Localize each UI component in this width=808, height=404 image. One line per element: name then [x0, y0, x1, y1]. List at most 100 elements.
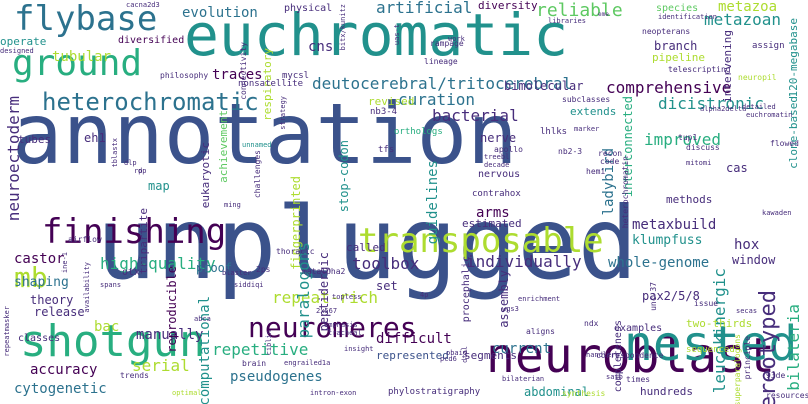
word-cns: cns: [308, 39, 334, 55]
word-ming: ming: [224, 201, 241, 209]
word-computational: computational: [197, 296, 213, 404]
word-ciblin: ciblin: [265, 330, 273, 356]
word-extends: extends: [570, 105, 617, 118]
word-map: map: [148, 179, 170, 193]
word-operate: operate: [0, 35, 47, 48]
word-repetitive: repetitive: [212, 340, 309, 359]
word-issue: issue: [694, 299, 719, 308]
word-superparalogons: superparalogons: [733, 334, 742, 404]
word-accuracy: accuracy: [30, 362, 98, 378]
word-metazoan-top: metazoa: [718, 0, 778, 15]
word-annotation: annotation: [12, 85, 518, 183]
word-diversified: diversified: [118, 35, 185, 46]
word-marker: marker: [574, 125, 600, 133]
word-designed: designed: [0, 47, 34, 55]
word-handlers: handlers: [586, 351, 620, 359]
word-artificial: artificial: [376, 0, 473, 17]
word-libraries: libraries: [548, 17, 586, 25]
word-nb2-3: nb2-3: [558, 147, 583, 156]
word-segments: segments: [464, 349, 517, 362]
word-shotgun: shotgun: [20, 316, 206, 367]
word-2ps: 2ps: [256, 265, 271, 274]
word-cytogenetic: cytogenetic: [14, 381, 107, 397]
word-guidelines: guidelines: [425, 160, 441, 245]
word-euchromatin: euchromatin: [746, 111, 793, 119]
word-improved: improved: [644, 130, 722, 149]
word-cacna2d3: cacna2d3: [126, 1, 160, 9]
word-toolbox: toolbox: [352, 254, 420, 273]
word-alpha2delta: alpha2delta: [700, 105, 747, 113]
word-hemi: hemi: [586, 167, 606, 176]
word-comprehensive: comprehensive: [606, 78, 732, 97]
word-satb: satb: [606, 373, 623, 381]
word-hox: hox: [734, 237, 760, 253]
word-brain: brain: [242, 359, 267, 368]
word-mycsl: mycsl: [282, 71, 310, 81]
word-set: set: [376, 279, 398, 293]
word-insight: insight: [344, 345, 374, 353]
word-lhlks: lhlks: [540, 127, 568, 137]
word-pipeline: pipeline: [652, 51, 705, 64]
word-optimal: optimal: [172, 389, 202, 397]
word-assembly: assembly: [497, 270, 511, 328]
word-nerve: nerve: [480, 131, 517, 145]
word-otx: otx: [122, 267, 141, 278]
word-individually: individually: [466, 252, 582, 271]
word-wgs3: wgs3: [502, 305, 519, 313]
word-proof: proof: [196, 261, 233, 275]
word-whole-genome: whole-genome: [608, 255, 710, 271]
word-dicistronic: dicistronic: [658, 94, 764, 113]
word-matalpha2: matalpha2: [302, 267, 346, 276]
word-tblastx: tblastx: [111, 138, 119, 168]
word-work: work: [448, 35, 465, 43]
word-tfs: tfs: [378, 145, 395, 155]
word-neuromeres: neuromeres: [248, 311, 417, 344]
word-branch: branch: [654, 39, 698, 53]
word-dtal: dtal: [461, 346, 469, 363]
word-ground: ground: [12, 43, 143, 84]
word-ine-1: ine-1: [61, 252, 69, 274]
word-traces: traces: [212, 67, 263, 83]
word-theory: theory: [30, 293, 74, 307]
word-revised: revised: [368, 95, 415, 108]
word-connectivity: connectivity: [239, 42, 248, 100]
word-diversity: diversity: [478, 0, 538, 12]
word-hundreds: hundreds: [640, 385, 693, 398]
word-discuss: discuss: [686, 143, 720, 152]
word-philosophy: philosophy: [160, 71, 209, 80]
word-bacterial: bacterial: [432, 106, 519, 125]
word-uas-t: uas-t: [393, 24, 401, 46]
word-thoracic: thoracic: [276, 247, 315, 256]
word-secas: secas: [736, 307, 758, 315]
word-emphasis: emphasis: [324, 321, 358, 329]
word-high-quality: high-quality: [100, 254, 216, 273]
word-intron-exon: intron-exon: [310, 389, 357, 397]
word-procephalic: procephalic: [461, 256, 472, 323]
word-two-thirds: two-thirds: [686, 317, 753, 330]
word-unplugged: unplugged: [96, 185, 638, 302]
word-dp: dp: [138, 167, 147, 175]
word-shaping: shaping: [14, 275, 69, 290]
word-tripartite: tripartite: [137, 208, 150, 275]
word-treebl: treebl: [484, 153, 510, 161]
word-methods: methods: [666, 193, 713, 206]
word-neuroectoderm: neuroectoderm: [4, 96, 23, 222]
word-apollo: apollo: [494, 145, 523, 154]
word-metazoan: metazoan: [704, 10, 782, 29]
word-neuropil: neuropil: [738, 73, 777, 82]
word-neuroblast: neuroblast: [486, 328, 775, 384]
word-bac: bac: [94, 319, 120, 335]
word-pcd6: pcd6: [440, 355, 457, 363]
word-decade: decade: [484, 161, 510, 169]
word-tracheal: tracheal: [328, 329, 362, 337]
word-rp: rp: [134, 167, 143, 175]
word-estimated: estimated: [462, 217, 522, 230]
word-engrailed1a: engrailed1a: [284, 359, 331, 367]
word-physical: physical: [284, 3, 333, 14]
word-castor: castor: [14, 251, 65, 267]
word-abca: abca: [194, 315, 211, 323]
word-nonsatellite: nonsatellite: [238, 79, 304, 89]
word-release: release: [34, 305, 85, 319]
word-pseudogenes: pseudogenes: [230, 369, 323, 385]
